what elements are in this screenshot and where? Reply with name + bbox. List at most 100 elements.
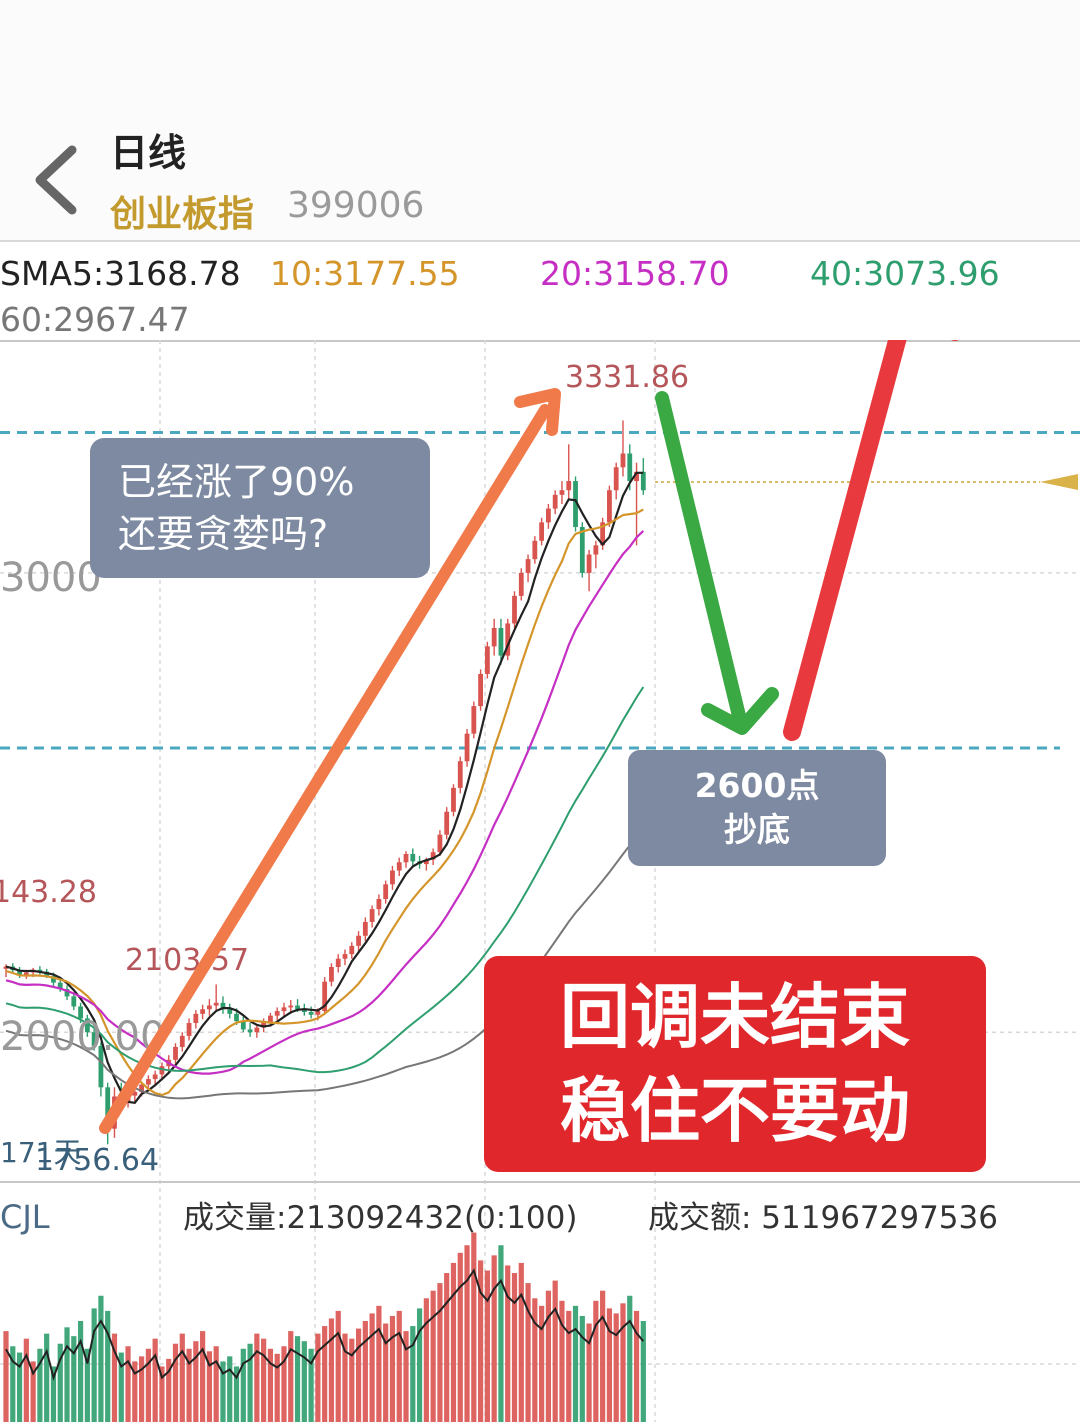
back-icon[interactable] [28, 140, 88, 220]
green-arrow-head [701, 687, 779, 735]
volume-bar [342, 1333, 348, 1422]
sma40-line [5, 686, 645, 1074]
candle-body [390, 870, 395, 885]
volume-bar [301, 1341, 307, 1422]
volume-bar [572, 1305, 579, 1422]
candle-body [132, 1091, 138, 1096]
candle-body [152, 1074, 158, 1080]
candle-body [546, 508, 551, 523]
y-tick-2000: 2000.00 [0, 1014, 165, 1060]
candle-body [410, 854, 416, 862]
candle-body [234, 1013, 239, 1022]
candle-body [620, 453, 626, 468]
warning-line2: 稳住不要动 [560, 1070, 910, 1152]
volume-bar [3, 1331, 9, 1422]
volume-bar [444, 1273, 450, 1422]
volume-bar [172, 1343, 179, 1422]
volume-bars [3, 1232, 646, 1422]
candle-body [518, 572, 524, 596]
volume-bar [193, 1341, 199, 1422]
candle-body [539, 522, 545, 541]
bubble1-line2: 还要贪婪吗? [118, 512, 329, 556]
volume-bar [620, 1303, 626, 1422]
candle-body [78, 1006, 83, 1019]
volume-bar [559, 1300, 565, 1422]
candle-body [600, 522, 606, 546]
volume-bar [383, 1323, 389, 1422]
bubble2-line1: 2600点 [694, 766, 820, 805]
volume-bar [613, 1313, 619, 1422]
bubble2-line2: 抄底 [724, 810, 790, 849]
volume-bar [335, 1310, 341, 1422]
candle-body [315, 1011, 321, 1015]
kline-chart[interactable]: 3000 2000.00 3331.86 2103.57 143.28 171天1756.… [0, 340, 1080, 1422]
volume-bar [525, 1283, 531, 1422]
candle-body [301, 1009, 307, 1012]
index-code: 399006 [287, 185, 425, 226]
volume-bar [288, 1331, 294, 1422]
volume-bar [71, 1336, 77, 1422]
volume-bar [111, 1333, 118, 1422]
candle-body [173, 1046, 178, 1060]
legend-sma60: 60:2967.47 [0, 300, 190, 339]
candle-body [356, 935, 361, 946]
sma20-line [5, 530, 645, 1075]
volume-bar [77, 1321, 84, 1422]
candle-body [227, 1009, 233, 1014]
candle-body [573, 481, 578, 527]
candle-body [376, 899, 382, 910]
candle-body [51, 976, 56, 983]
volume-bar [315, 1333, 321, 1422]
volume-bar [308, 1348, 314, 1422]
volume-bar [44, 1333, 50, 1422]
candle-body [193, 1013, 199, 1024]
volume-bar [362, 1321, 368, 1422]
volume-label: CJL [0, 1198, 50, 1236]
volume-bar [355, 1328, 362, 1422]
volume-bar [498, 1245, 504, 1422]
volume-bar [505, 1265, 511, 1422]
candle-body [451, 787, 456, 812]
candle-body [179, 1035, 185, 1047]
volume-bar [464, 1245, 470, 1422]
volume-bar [471, 1232, 477, 1422]
volume-bar [410, 1326, 416, 1422]
volume-text: 成交量:213092432(0:100) [183, 1200, 577, 1236]
candle-body [512, 595, 517, 624]
volume-bar [539, 1305, 545, 1422]
volume-bar [37, 1348, 43, 1422]
candle-body [329, 966, 334, 982]
candle-body [105, 1087, 111, 1129]
index-name: 创业板指 [110, 194, 255, 235]
warning-box: 回调未结束 稳住不要动 [484, 956, 986, 1172]
volume-bar [437, 1283, 443, 1422]
legend-sma20: 20:3158.70 [540, 254, 730, 293]
candle-body [207, 1005, 212, 1010]
volume-bar [369, 1313, 375, 1422]
candle-body [362, 921, 368, 936]
candle-body [17, 970, 22, 976]
orange-arrow-head [514, 388, 561, 436]
volume-bar [322, 1326, 328, 1422]
chart-labels: 3000 2000.00 3331.86 2103.57 143.28 171天1756.… [0, 360, 998, 1236]
volume-bar [389, 1315, 396, 1422]
volume-bar [247, 1343, 253, 1422]
volume-bar [328, 1318, 335, 1422]
volume-bar [545, 1290, 551, 1422]
candle-body [220, 1002, 226, 1010]
volume-bar [227, 1356, 233, 1422]
chart-top-divider [0, 340, 1080, 342]
candle-body [37, 969, 43, 972]
legend-sma10: 10:3177.55 [270, 254, 460, 293]
volume-bar [118, 1352, 124, 1422]
label-days: 171天 [0, 1136, 81, 1169]
volume-bar [10, 1346, 16, 1422]
candle-body [559, 490, 565, 495]
candle-body [383, 884, 389, 900]
volume-bar [511, 1273, 518, 1422]
candle-body [369, 909, 375, 922]
volume-bar [274, 1353, 280, 1422]
candle-body [240, 1021, 246, 1030]
volume-bar [627, 1295, 633, 1422]
price-marker [1040, 474, 1078, 490]
